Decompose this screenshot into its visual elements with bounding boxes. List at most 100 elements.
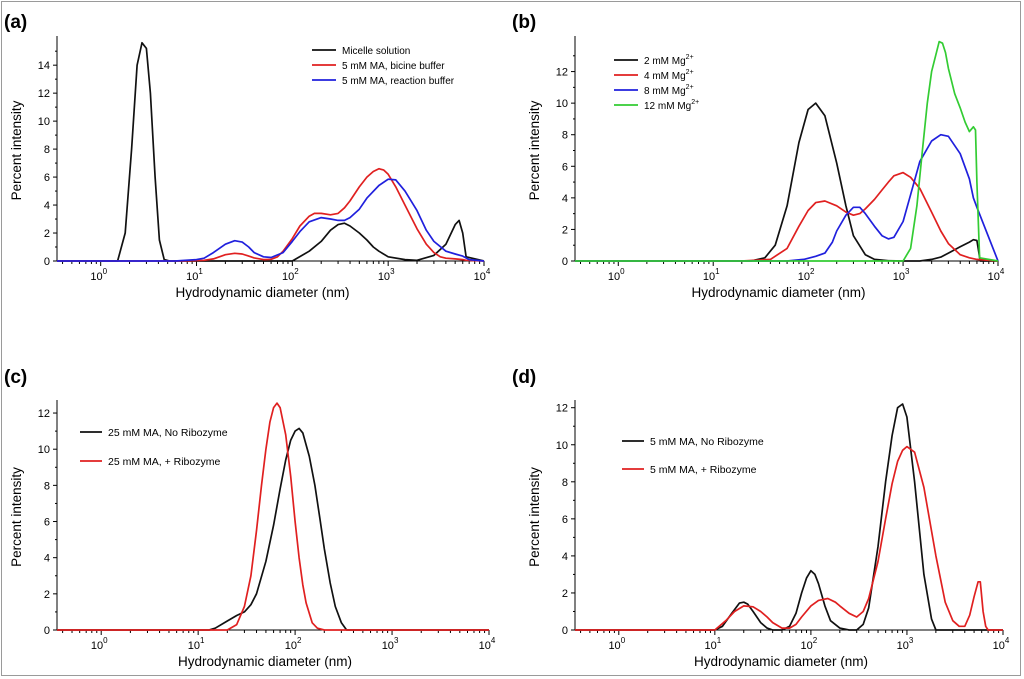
x-tick-exponent: 4	[1000, 267, 1005, 276]
y-tick-label: 2	[562, 588, 568, 600]
legend-label: 5 mM MA, reaction buffer	[342, 76, 455, 87]
y-tick-label: 12	[38, 88, 50, 100]
panel-label: (d)	[512, 367, 536, 388]
x-tick-label: 102	[801, 636, 818, 652]
y-tick-label: 4	[44, 553, 50, 565]
x-tick-exponent: 1	[198, 267, 203, 276]
legend: Micelle solution 5 mM MA, bicine buffer 5 …	[312, 46, 455, 87]
legend-label: 5 mM MA, + Ribozyme	[650, 464, 757, 476]
series-line-0	[57, 427, 489, 631]
x-tick-exponent: 4	[1005, 636, 1010, 645]
series-line-1	[57, 402, 489, 631]
y-tick-label: 0	[44, 256, 50, 268]
y-tick-label: 10	[556, 98, 568, 110]
x-axis-title: Hydrodynamic diameter (nm)	[175, 285, 349, 300]
series-line-1	[57, 167, 485, 262]
x-tick-label: 101	[703, 267, 720, 283]
panel-label: (a)	[4, 12, 27, 33]
y-tick-label: 6	[562, 514, 568, 526]
y-tick-label: 8	[562, 130, 568, 142]
x-tick-label: 103	[897, 636, 914, 652]
legend-superscript: 2+	[686, 84, 694, 91]
x-axis-title: Hydrodynamic diameter (nm)	[178, 654, 352, 669]
y-tick-label: 12	[556, 403, 568, 415]
x-tick-exponent: 4	[491, 636, 496, 645]
x-tick-label: 104	[988, 267, 1005, 283]
series-line-3	[575, 40, 999, 262]
y-tick-label: 4	[562, 551, 568, 563]
y-tick-label: 0	[562, 256, 568, 268]
x-tick-label: 102	[282, 267, 299, 283]
x-tick-exponent: 0	[620, 267, 625, 276]
x-tick-label: 104	[993, 636, 1010, 652]
legend: 5 mM MA, No Ribozyme 5 mM MA, + Ribozyme	[622, 436, 764, 476]
y-axis-title: Percent intensity	[9, 100, 24, 200]
x-tick-label: 103	[378, 267, 395, 283]
y-tick-label: 0	[562, 625, 568, 637]
series-line-2	[575, 133, 999, 262]
x-tick-exponent: 1	[715, 267, 720, 276]
y-tick-label: 4	[562, 193, 568, 205]
x-tick-label: 101	[186, 267, 203, 283]
y-axis-title: Percent intensity	[9, 467, 24, 567]
x-axis-title: Hydrodynamic diameter (nm)	[694, 654, 868, 669]
legend-label: 2 mM Mg2+	[644, 54, 694, 67]
x-tick-label: 100	[90, 267, 107, 283]
legend-label: 12 mM Mg2+	[644, 99, 699, 112]
x-tick-label: 103	[893, 267, 910, 283]
y-tick-label: 0	[44, 625, 50, 637]
x-tick-exponent: 2	[810, 267, 815, 276]
y-tick-label: 6	[44, 517, 50, 529]
legend-label: Micelle solution	[342, 46, 410, 57]
legend-label: 25 mM MA, + Ribozyme	[108, 456, 220, 468]
y-axis-title: Percent intensity	[527, 100, 542, 200]
y-tick-label: 2	[562, 224, 568, 236]
x-tick-exponent: 0	[103, 636, 108, 645]
panel-label: (b)	[512, 12, 536, 33]
x-tick-label: 100	[608, 636, 625, 652]
x-axis-title: Hydrodynamic diameter (nm)	[691, 285, 865, 300]
x-tick-label: 100	[91, 636, 108, 652]
y-tick-label: 2	[44, 228, 50, 240]
x-tick-exponent: 0	[103, 267, 108, 276]
y-tick-label: 10	[556, 440, 568, 452]
series-line-0	[575, 102, 998, 262]
series-line-2	[57, 178, 485, 262]
y-tick-label: 12	[38, 408, 50, 420]
x-tick-label: 102	[798, 267, 815, 283]
x-tick-label: 104	[479, 636, 496, 652]
y-tick-label: 12	[556, 67, 568, 79]
x-tick-label: 103	[382, 636, 399, 652]
y-tick-label: 4	[44, 200, 50, 212]
series-line-1	[575, 171, 999, 262]
y-tick-label: 8	[562, 477, 568, 489]
x-tick-exponent: 3	[905, 267, 910, 276]
y-tick-label: 8	[44, 144, 50, 156]
y-axis-title: Percent intensity	[527, 467, 542, 567]
x-tick-exponent: 1	[200, 636, 205, 645]
x-tick-exponent: 3	[394, 636, 399, 645]
x-tick-label: 101	[704, 636, 721, 652]
x-tick-label: 100	[608, 267, 625, 283]
y-tick-label: 10	[38, 444, 50, 456]
panel-label: (c)	[4, 367, 27, 388]
x-tick-label: 101	[188, 636, 205, 652]
x-tick-exponent: 4	[486, 267, 491, 276]
legend-label: 8 mM Mg2+	[644, 84, 694, 97]
legend-superscript: 2+	[691, 99, 699, 106]
y-tick-label: 6	[44, 172, 50, 184]
legend: 25 mM MA, No Ribozyme 25 mM MA, + Ribozym…	[80, 427, 228, 468]
x-tick-exponent: 0	[621, 636, 626, 645]
x-tick-exponent: 1	[717, 636, 722, 645]
y-tick-label: 10	[38, 116, 50, 128]
x-tick-exponent: 2	[297, 636, 302, 645]
x-tick-label: 102	[285, 636, 302, 652]
legend-superscript: 2+	[686, 69, 694, 76]
series-line-1	[575, 445, 1003, 631]
